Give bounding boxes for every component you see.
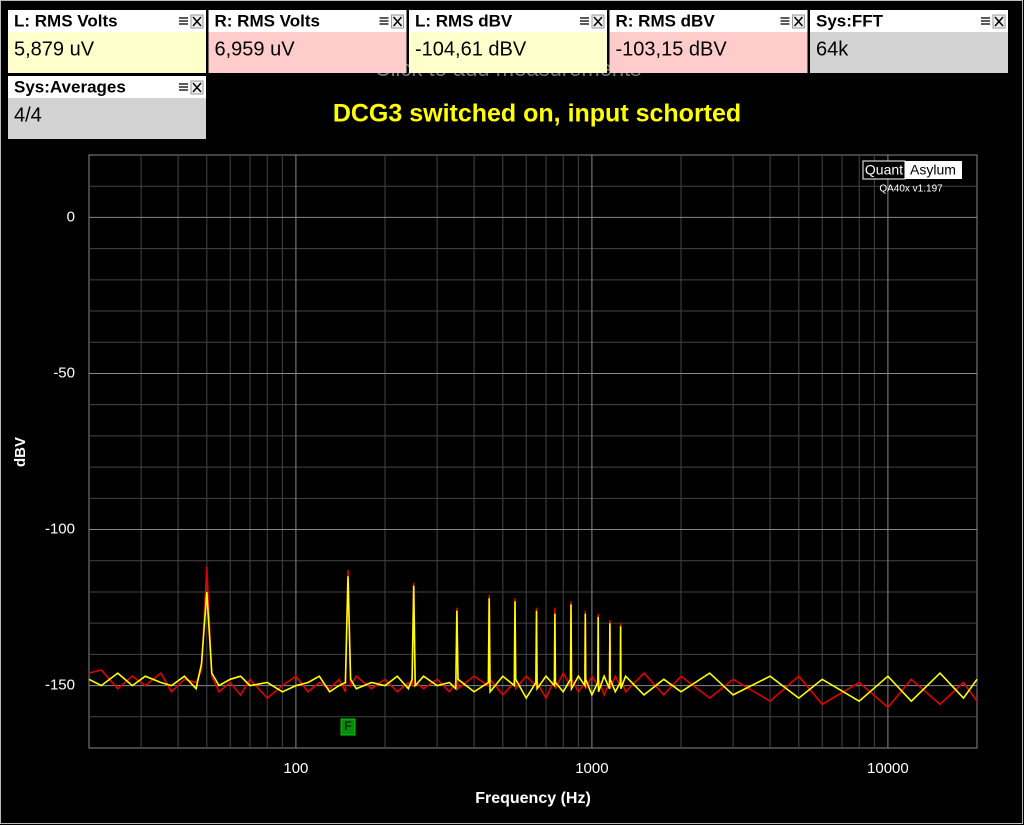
- version: QA40x v1.197: [879, 184, 943, 195]
- trace: [88, 576, 978, 703]
- y-tick-label: 0: [67, 208, 75, 225]
- measurement-widget[interactable]: R: RMS Volts 6,959 uV: [208, 10, 407, 73]
- widget-value: 6,959 uV: [215, 38, 296, 60]
- y-axis-label: dBV: [12, 437, 29, 467]
- close-icon-x: [593, 16, 603, 27]
- widget-header: [609, 10, 808, 32]
- widget-header: [409, 10, 607, 32]
- close-icon-x: [392, 16, 403, 27]
- widget-header: [8, 10, 206, 32]
- widget-body: [8, 98, 206, 139]
- widget-header: [208, 10, 407, 32]
- measurement-widget[interactable]: Sys:Averages 4/4: [8, 76, 206, 139]
- close-icon-x: [192, 82, 202, 93]
- widget-value: 5,879 uV: [14, 38, 95, 60]
- widget-header: [8, 76, 206, 98]
- widget-title: L: RMS dBV: [415, 11, 513, 30]
- widget-title: L: RMS Volts: [14, 11, 118, 30]
- widget-body: [409, 32, 607, 73]
- widget-body: [609, 32, 808, 73]
- measurements: L: RMS Volts 5,879 uV R: RMS Volts 6,959 uV…: [8, 10, 1008, 139]
- chart-title: DCG3 switched on, input schorted: [333, 100, 741, 128]
- widget-value: 64k: [816, 38, 849, 60]
- logo-right-box: [905, 161, 962, 179]
- logo-left: Quant: [865, 162, 903, 178]
- widget-body: [8, 32, 206, 73]
- frequency-marker[interactable]: [340, 718, 356, 736]
- close-icon-x: [793, 16, 804, 27]
- y-tick-label: -150: [45, 677, 75, 694]
- close-icon-x: [192, 16, 202, 27]
- x-tick-label: 100: [283, 760, 308, 777]
- widget-title: Sys:FFT: [816, 11, 884, 30]
- widget-value: -104,61 dBV: [415, 38, 527, 60]
- grid: [89, 155, 977, 748]
- widget-value: -103,15 dBV: [616, 38, 728, 60]
- y-tick-label: -50: [53, 364, 75, 381]
- plot-area: [88, 154, 978, 749]
- widget-body: [810, 32, 1008, 73]
- x-axis-label: Frequency (Hz): [475, 790, 591, 807]
- traces: [88, 566, 978, 709]
- widget-title: R: RMS dBV: [616, 11, 716, 30]
- y-tick-label: -100: [45, 520, 75, 537]
- measurement-widget[interactable]: L: RMS dBV -104,61 dBV: [409, 10, 607, 73]
- widget-title: Sys:Averages: [14, 77, 126, 96]
- x-tick-label: 10000: [867, 760, 909, 777]
- widget-title: R: RMS Volts: [215, 11, 320, 30]
- measurement-widget[interactable]: L: RMS Volts 5,879 uV: [8, 10, 206, 73]
- measurement-widget[interactable]: R: RMS dBV -103,15 dBV: [609, 10, 808, 73]
- logo-right: Asylum: [910, 162, 956, 178]
- widget-value: 4/4: [14, 104, 42, 126]
- close-icon-x: [994, 16, 1004, 27]
- measurement-widget[interactable]: Sys:FFT 64k: [810, 10, 1008, 73]
- frequency-marker-label: F: [344, 719, 351, 733]
- widget-body: [208, 32, 407, 73]
- x-tick-label: 1000: [575, 760, 608, 777]
- widget-header: [810, 10, 1008, 32]
